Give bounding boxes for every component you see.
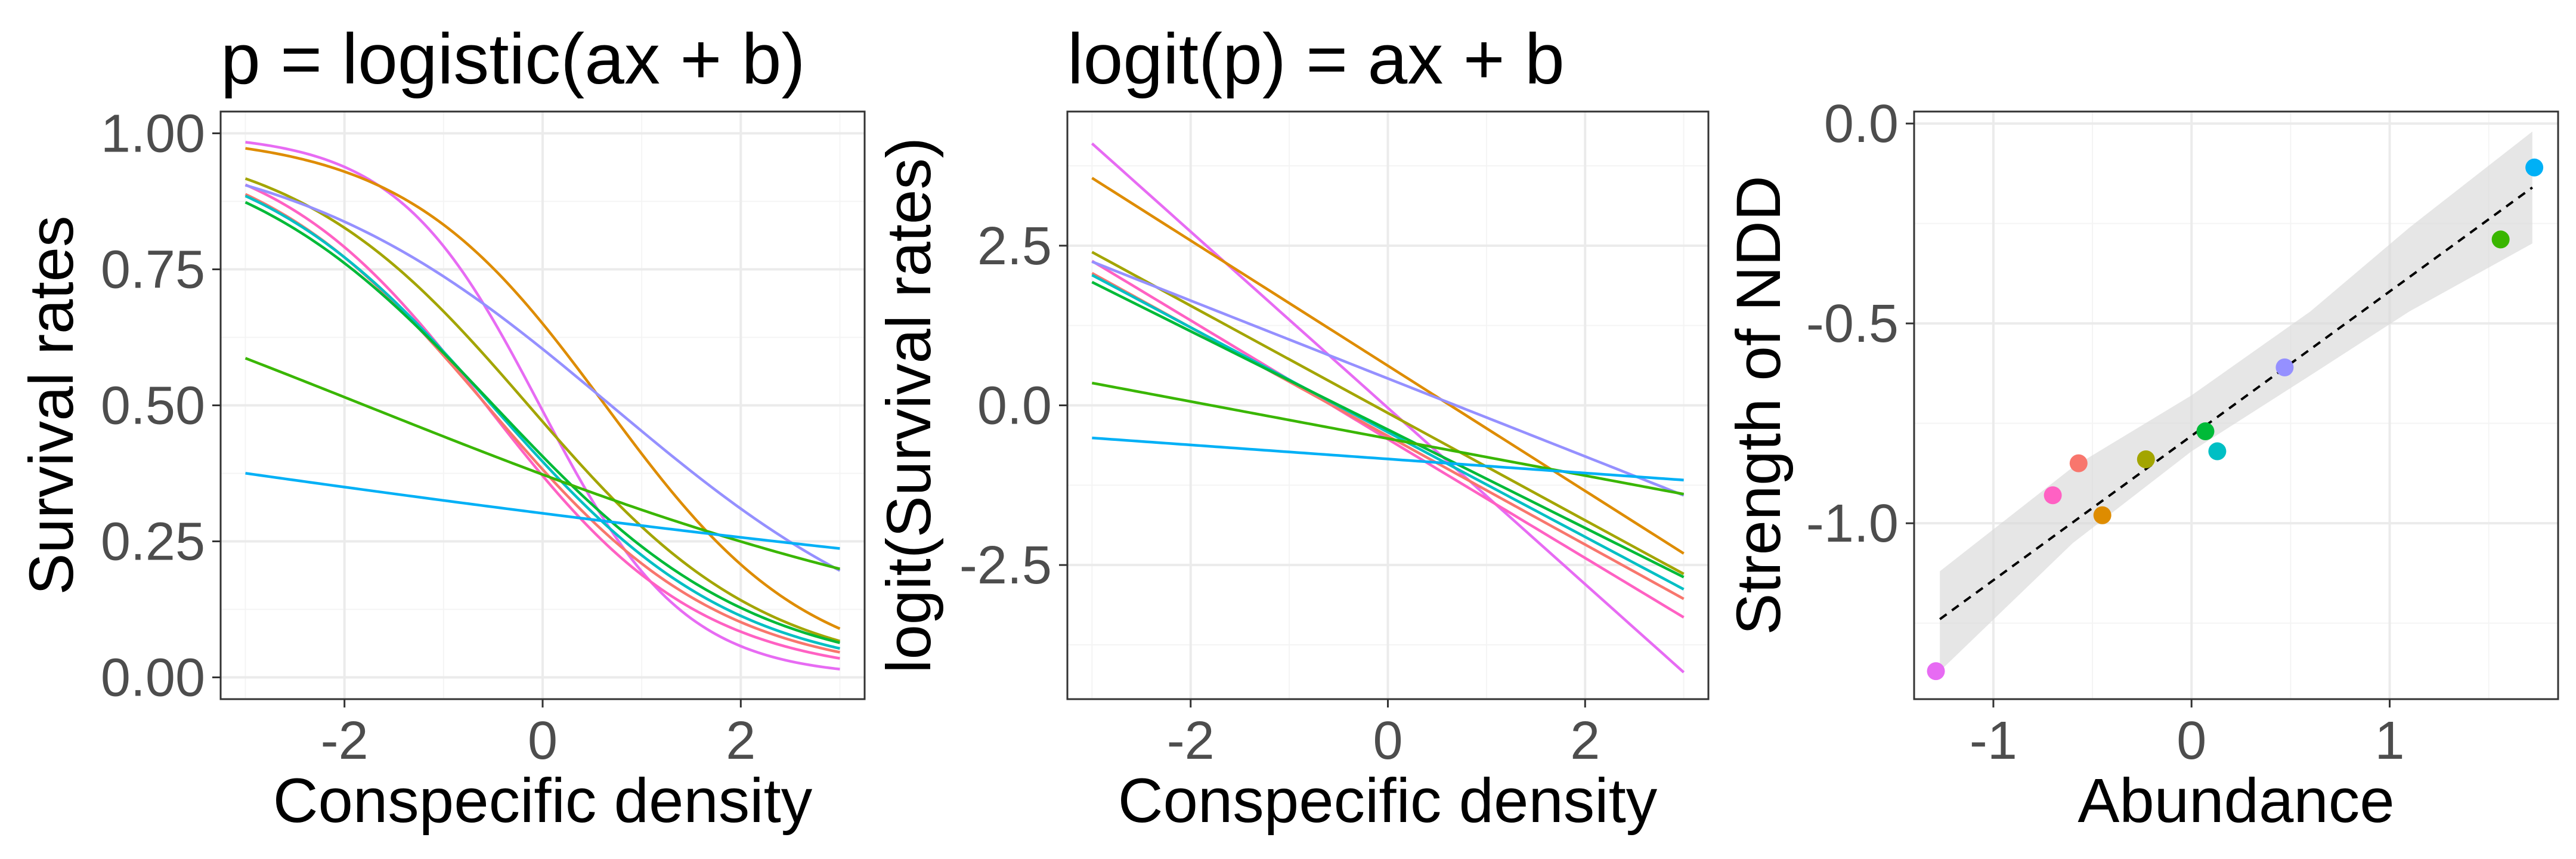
scatter-point xyxy=(2069,454,2088,472)
y-tick-label: 1.00 xyxy=(101,104,205,163)
scatter-point xyxy=(2044,486,2062,505)
panel-logit-xlabel: Conspecific density xyxy=(1118,766,1658,836)
species-curve xyxy=(1091,142,1685,673)
panel-ndd-xlabel: Abundance xyxy=(2077,766,2394,836)
species-curve xyxy=(244,184,841,572)
y-tick-label: -2.5 xyxy=(959,536,1052,595)
y-tick-label: 0.0 xyxy=(977,376,1052,436)
species-curve xyxy=(244,194,840,650)
y-tick-label: 2.5 xyxy=(977,217,1052,276)
panel-ndd-ylabel: Strength of NDD xyxy=(1724,175,1794,635)
species-curve xyxy=(245,472,840,550)
scatter-point xyxy=(2208,442,2227,461)
x-tick-label: 0 xyxy=(1373,711,1402,771)
panel-ndd: -1 0 1 -1.0 -0.5 0.0 Abundance Strength of ND… xyxy=(1724,94,2559,836)
x-tick-label: -2 xyxy=(321,711,369,771)
y-tick-label: 0.00 xyxy=(101,648,205,708)
species-curve xyxy=(1091,274,1685,591)
x-tick-label: -1 xyxy=(1970,711,2017,771)
scatter-point xyxy=(2137,450,2155,468)
x-tick-label: 2 xyxy=(726,711,756,771)
species-curve xyxy=(1092,436,1684,482)
confidence-band xyxy=(1940,131,2532,672)
x-tick-label: 0 xyxy=(528,711,558,771)
y-tick-label: -0.5 xyxy=(1806,294,1899,354)
y-tick-label: -1.0 xyxy=(1806,494,1899,554)
panel-logistic-title: p = logistic(ax + b) xyxy=(221,19,805,99)
panel-logit-title: logit(p) = ax + b xyxy=(1067,19,1565,99)
y-tick-label: 0.25 xyxy=(101,512,205,572)
scatter-point xyxy=(2196,422,2215,441)
scatter-point xyxy=(2525,158,2544,177)
scatter-point xyxy=(2491,230,2510,249)
x-tick-label: 0 xyxy=(2176,711,2206,771)
species-curve xyxy=(245,141,840,671)
species-curve xyxy=(1091,260,1685,497)
scatter-point xyxy=(2093,506,2111,524)
species-curve xyxy=(245,147,841,630)
panel-logistic: p = logistic(ax + b) -2 0 2 0.00 0.25 0.50 0.7… xyxy=(17,19,866,836)
panel-logistic-xlabel: Conspecific density xyxy=(273,766,813,836)
y-tick-label: 0.50 xyxy=(101,376,205,436)
scatter-point xyxy=(2275,358,2294,376)
panel-logit-ylabel: logit(Survival rates) xyxy=(874,137,944,673)
trend-line xyxy=(1939,186,2533,620)
species-curve xyxy=(1091,251,1685,576)
species-curve xyxy=(244,177,841,642)
y-tick-label: 0.0 xyxy=(1824,94,1899,154)
x-tick-label: 1 xyxy=(2375,711,2405,771)
panel-logit: logit(p) = ax + b -2 0 2 -2.5 0.0 2.5 Conspec… xyxy=(874,19,1710,836)
species-curve xyxy=(1091,280,1685,579)
species-curve xyxy=(1091,177,1685,555)
x-tick-label: 2 xyxy=(1570,711,1600,771)
species-curve xyxy=(1091,381,1685,496)
species-curve xyxy=(244,357,841,570)
species-curve xyxy=(244,201,841,644)
panel-logistic-ylabel: Survival rates xyxy=(17,215,86,595)
x-tick-label: -2 xyxy=(1167,711,1215,771)
y-tick-label: 0.75 xyxy=(101,240,205,299)
scatter-point xyxy=(1927,662,1945,681)
panel-ndd-border xyxy=(1913,110,2559,700)
